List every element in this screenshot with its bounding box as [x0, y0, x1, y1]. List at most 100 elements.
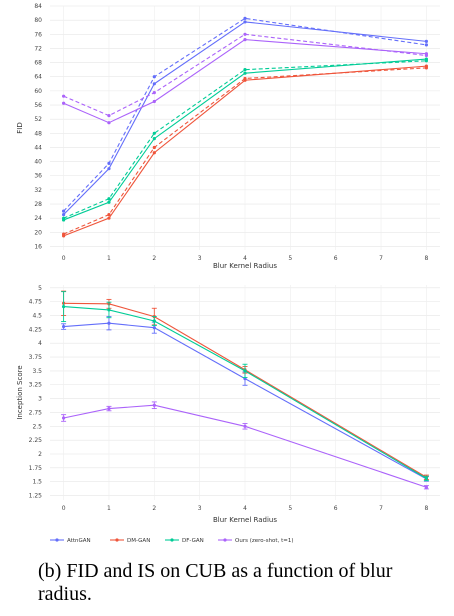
- fid-xtick-label: 0: [62, 255, 66, 262]
- is-point-attngan: [107, 321, 111, 325]
- fid-point-dm-gan: [243, 76, 247, 81]
- is-xtick-label: 1: [107, 505, 111, 512]
- fid-ytick-label: 84: [34, 3, 42, 10]
- is-ytick-label: 2.5: [32, 423, 42, 430]
- legend-marker-dm-gan: [115, 538, 119, 542]
- fid-ytick-label: 64: [34, 74, 42, 81]
- fid-xtick-label: 3: [198, 255, 202, 262]
- fid-point-df-gan: [152, 131, 156, 135]
- is-xtick-label: 0: [62, 505, 66, 512]
- fid-xtick-label: 8: [424, 255, 428, 262]
- fid-point-ours: [107, 121, 111, 125]
- fid-point-dm-gan: [107, 216, 111, 220]
- fid-point-attngan: [152, 75, 156, 79]
- fid-ytick-label: 56: [34, 102, 42, 109]
- is-ytick-label: 2.25: [29, 437, 43, 444]
- fid-point-dm-gan: [107, 213, 111, 217]
- fid-ytick-label: 24: [34, 215, 42, 222]
- is-point-ours: [107, 406, 111, 411]
- fid-point-ours: [243, 32, 247, 36]
- is-xtick-label: 4: [243, 505, 247, 512]
- is-xtick-label: 3: [198, 505, 202, 512]
- is-chart: 1.25 1.5 1.75 2 2.25 2.5 2.75 3 3.25 3.5 3.75 4 4.25…: [16, 285, 440, 524]
- is-point-ours: [62, 416, 66, 420]
- legend-marker-df-gan: [170, 538, 174, 542]
- fid-ytick-label: 16: [34, 243, 42, 250]
- fid-point-dm-gan: [152, 145, 156, 150]
- fid-point-df-gan: [107, 197, 111, 201]
- fid-point-attngan: [424, 39, 428, 43]
- fid-point-attngan: [62, 213, 66, 217]
- is-ytick-label: 1.75: [29, 465, 43, 472]
- is-point-df-gan: [107, 308, 111, 312]
- fid-point-df-gan: [243, 68, 247, 72]
- fid-point-df-gan: [107, 200, 111, 204]
- is-xtick-label: 2: [152, 505, 156, 512]
- legend-label-dm-gan: DM-GAN: [127, 538, 150, 544]
- legend-marker-ours: [223, 538, 227, 542]
- fid-point-df-gan: [243, 71, 247, 75]
- fid-ytick-label: 28: [34, 201, 42, 208]
- fid-point-df-gan: [424, 59, 428, 63]
- is-xtick-label: 8: [424, 505, 428, 512]
- is-ytick-label: 1.5: [32, 479, 42, 486]
- fid-y-axis-label: FID: [16, 122, 24, 133]
- is-ytick-label: 4.75: [29, 299, 43, 306]
- fid-point-df-gan: [152, 137, 156, 141]
- fid-point-attngan: [243, 20, 247, 24]
- fid-point-attngan: [107, 167, 111, 171]
- fid-point-ours: [107, 114, 111, 118]
- fid-xtick-label: 6: [334, 255, 338, 262]
- fid-ytick-label: 60: [34, 88, 42, 95]
- is-point-df-gan: [62, 305, 66, 309]
- fid-point-attngan: [62, 209, 66, 213]
- is-ytick-label: 3.75: [29, 354, 43, 361]
- is-ytick-label: 2.75: [29, 409, 43, 416]
- figure-caption: (b) FID and IS on CUB as a function of b…: [38, 560, 393, 605]
- fid-xtick-label: 2: [152, 255, 156, 262]
- fid-point-attngan: [152, 82, 156, 86]
- fid-point-ours: [424, 53, 428, 58]
- legend-label-attngan: AttnGAN: [67, 538, 91, 544]
- is-ytick-label: 3: [38, 396, 42, 403]
- fid-point-dm-gan: [62, 232, 66, 236]
- legend: AttnGAN DM-GAN DF-GAN Ours (zero-shot, t=1): [50, 538, 293, 544]
- fid-point-dm-gan: [424, 66, 428, 70]
- is-xtick-label: 7: [379, 505, 383, 512]
- is-point-ours: [243, 424, 247, 428]
- is-ytick-label: 4: [38, 340, 42, 347]
- fid-point-attngan: [424, 43, 428, 47]
- legend-marker-attngan: [55, 538, 59, 542]
- legend-label-df-gan: DF-GAN: [182, 538, 204, 544]
- is-ytick-label: 1.25: [29, 493, 43, 500]
- fid-xtick-label: 5: [288, 255, 292, 262]
- fid-xtick-label: 4: [243, 255, 247, 262]
- fid-ytick-label: 40: [34, 159, 42, 166]
- fid-ytick-label: 48: [34, 130, 42, 137]
- fid-point-ours: [243, 37, 247, 42]
- fid-ytick-label: 36: [34, 173, 42, 180]
- fid-series-line-df-gan-dashed: [63, 60, 427, 219]
- fid-ytick-label: 20: [34, 229, 42, 236]
- fid-xtick-label: 7: [379, 255, 383, 262]
- fid-point-attngan: [243, 16, 247, 20]
- is-point-ours: [424, 485, 428, 489]
- is-ytick-label: 3.25: [29, 382, 43, 389]
- is-ytick-label: 2: [38, 451, 42, 458]
- fid-point-attngan: [107, 161, 111, 165]
- is-point-attngan: [152, 326, 156, 330]
- is-xtick-label: 5: [288, 505, 292, 512]
- fid-point-ours: [152, 99, 156, 104]
- is-ytick-label: 3.5: [32, 368, 42, 375]
- fid-point-ours: [152, 91, 156, 95]
- is-ytick-label: 4.25: [29, 326, 43, 333]
- fid-x-axis-label: Blur Kernel Radius: [213, 262, 277, 270]
- is-xtick-label: 6: [334, 505, 338, 512]
- is-point-df-gan: [243, 369, 247, 373]
- fid-ytick-label: 76: [34, 31, 42, 38]
- fid-ytick-label: 80: [34, 17, 42, 24]
- is-point-ours: [152, 403, 156, 407]
- is-point-df-gan: [152, 319, 156, 323]
- is-point-attngan: [62, 324, 66, 329]
